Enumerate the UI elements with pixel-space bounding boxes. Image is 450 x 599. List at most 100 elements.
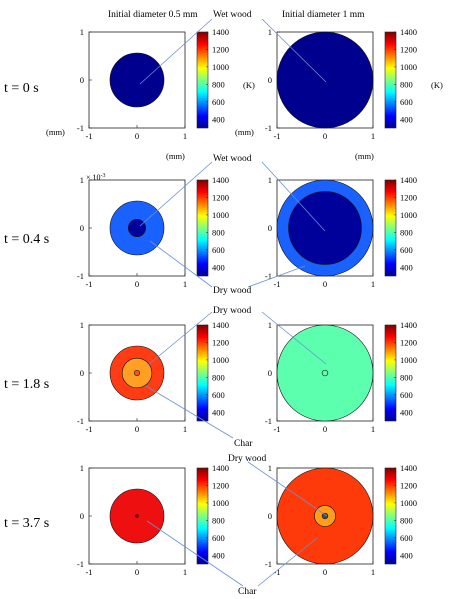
colorbar-row3-left: 1400 1200 1000 800 600 400 bbox=[196, 463, 229, 565]
colorbar-tick-label: 600 bbox=[400, 245, 413, 255]
y-tick-label: -1 bbox=[265, 271, 272, 281]
arrow-wet-wood-t04-left bbox=[139, 161, 213, 227]
colorbar-tick-label: 1400 bbox=[400, 175, 417, 185]
colorbar-tick-label: 1000 bbox=[400, 210, 417, 220]
colorbar-gradient bbox=[196, 467, 209, 565]
header-right: Initial diameter 1 mm bbox=[282, 10, 365, 20]
colorbar-tick-label: 600 bbox=[400, 533, 413, 543]
particle-outer-layer bbox=[109, 52, 165, 108]
colorbar-tick-label: 400 bbox=[400, 407, 413, 417]
colorbar-tick-label: 1000 bbox=[212, 210, 229, 220]
y-tick-label: 0 bbox=[268, 368, 272, 378]
y-tick-label: 0 bbox=[80, 511, 84, 521]
y-tick-label: 1 bbox=[80, 320, 84, 330]
colorbar-tick-label: 600 bbox=[212, 245, 225, 255]
y-tick-label: -1 bbox=[265, 416, 272, 426]
x-tick-label: 1 bbox=[183, 279, 187, 289]
y-tick-label: 0 bbox=[80, 75, 84, 85]
x-tick-label: 1 bbox=[371, 424, 375, 434]
x-tick-label: 0 bbox=[323, 567, 327, 577]
panel-row3-left: 1 0 -1-1 0 1 bbox=[77, 463, 187, 577]
y-tick-label: 0 bbox=[80, 223, 84, 233]
panel-row1-left: 1 0 -1-1 0 1 bbox=[77, 175, 187, 289]
particle-outer-layer bbox=[276, 31, 374, 129]
x-tick-label: 1 bbox=[371, 131, 375, 141]
arrow-wet-wood-t0-left bbox=[139, 18, 213, 85]
y-tick-label: -1 bbox=[265, 123, 272, 133]
colorbar-row0-left: 1400 1200 1000 800 600 400 bbox=[196, 27, 229, 129]
colorbar-tick-label: 800 bbox=[400, 515, 413, 525]
y-tick-label: 0 bbox=[80, 368, 84, 378]
colorbar-gradient bbox=[384, 31, 397, 129]
panel-row2-left: 1 0 -1-1 0 1 bbox=[77, 320, 187, 434]
label-char-t37: Char bbox=[238, 587, 257, 597]
label-wet-wood-t0: Wet wood bbox=[213, 10, 252, 20]
row-label-t37: t = 3.7 s bbox=[4, 516, 49, 531]
x-tick-label: -1 bbox=[273, 131, 280, 141]
x-tick-label: 1 bbox=[183, 131, 187, 141]
colorbar-tick-label: 400 bbox=[212, 114, 225, 124]
colorbar-tick-label: 1200 bbox=[212, 192, 229, 202]
panel-row0-left: 1 0 -1-1 0 1 bbox=[77, 27, 187, 141]
colorbar-tick-label: 1400 bbox=[212, 175, 229, 185]
panel-row3-right: 1 0 -1-1 0 1 bbox=[265, 463, 375, 577]
x-tick-label: 0 bbox=[135, 424, 139, 434]
x-tick-label: 0 bbox=[135, 567, 139, 577]
label-dry-wood-t04: Dry wood bbox=[213, 286, 252, 296]
unit-k-left: (K) bbox=[243, 80, 255, 90]
arrow-char-t37-right bbox=[257, 537, 318, 587]
colorbar-tick-label: 400 bbox=[212, 407, 225, 417]
arrow-char-t18-left bbox=[145, 385, 234, 439]
arrow-dry-wood-t18-right bbox=[261, 311, 327, 365]
colorbar-gradient bbox=[196, 324, 209, 422]
colorbars: 1400120010008006004001400120010008006004… bbox=[196, 27, 417, 565]
y-tick-label: 0 bbox=[268, 75, 272, 85]
colorbar-tick-label: 600 bbox=[212, 390, 225, 400]
x-tick-label: -1 bbox=[85, 279, 92, 289]
colorbar-gradient bbox=[384, 179, 397, 277]
row-label-t0: t = 0 s bbox=[4, 81, 39, 96]
arrow-dry-wood-t04-left bbox=[149, 240, 213, 288]
colorbar-tick-label: 1000 bbox=[212, 355, 229, 365]
panel-row2-right: 1 0 -1-1 0 1 bbox=[265, 320, 375, 434]
x-tick-label: 0 bbox=[323, 424, 327, 434]
row-label-t04: t = 0.4 s bbox=[4, 232, 49, 247]
particle-inner-layer bbox=[134, 369, 141, 376]
x-tick-label: -1 bbox=[273, 279, 280, 289]
colorbar-tick-label: 600 bbox=[400, 97, 413, 107]
colorbar-tick-label: 1400 bbox=[212, 320, 229, 330]
axis-exponent: × 10-3 bbox=[86, 173, 106, 182]
particle-inner-layer bbox=[321, 369, 329, 377]
colorbar-tick-label: 1400 bbox=[400, 27, 417, 37]
colorbar-gradient bbox=[384, 324, 397, 422]
colorbar-tick-label: 1000 bbox=[212, 498, 229, 508]
unit-mm-right-y: (mm) bbox=[235, 127, 254, 137]
colorbar-tick-label: 1000 bbox=[400, 355, 417, 365]
colorbar-tick-label: 600 bbox=[212, 97, 225, 107]
colorbar-row3-right: 1400 1200 1000 800 600 400 bbox=[384, 463, 417, 565]
unit-mm-left-x: (mm) bbox=[166, 151, 185, 161]
arrow-wet-wood-t04-right bbox=[261, 161, 326, 232]
colorbar-tick-label: 600 bbox=[212, 533, 225, 543]
label-wet-wood-t04: Wet wood bbox=[213, 154, 252, 164]
colorbar-tick-label: 400 bbox=[212, 550, 225, 560]
unit-k-right: (K) bbox=[431, 80, 443, 90]
y-tick-label: -1 bbox=[77, 271, 84, 281]
panels: 10-1-1 0 110-1-1 0 110-1-1 0 110-1-1 0 110-1-1 0 1… bbox=[77, 27, 375, 577]
colorbar-tick-label: 400 bbox=[212, 262, 225, 272]
y-tick-label: 0 bbox=[268, 511, 272, 521]
unit-mm-left-y: (mm) bbox=[46, 127, 65, 137]
y-tick-label: 1 bbox=[268, 463, 272, 473]
y-tick-label: 1 bbox=[268, 27, 272, 37]
y-tick-label: 1 bbox=[80, 463, 84, 473]
y-tick-label: -1 bbox=[265, 559, 272, 569]
colorbar-tick-label: 1200 bbox=[400, 192, 417, 202]
label-dry-wood-t18: Dry wood bbox=[213, 306, 252, 316]
x-tick-label: -1 bbox=[85, 567, 92, 577]
colorbar-tick-label: 800 bbox=[212, 227, 225, 237]
colorbar-tick-label: 800 bbox=[400, 372, 413, 382]
x-tick-label: -1 bbox=[85, 131, 92, 141]
colorbar-tick-label: 1400 bbox=[400, 320, 417, 330]
colorbar-tick-label: 1200 bbox=[400, 480, 417, 490]
x-tick-label: 1 bbox=[183, 567, 187, 577]
